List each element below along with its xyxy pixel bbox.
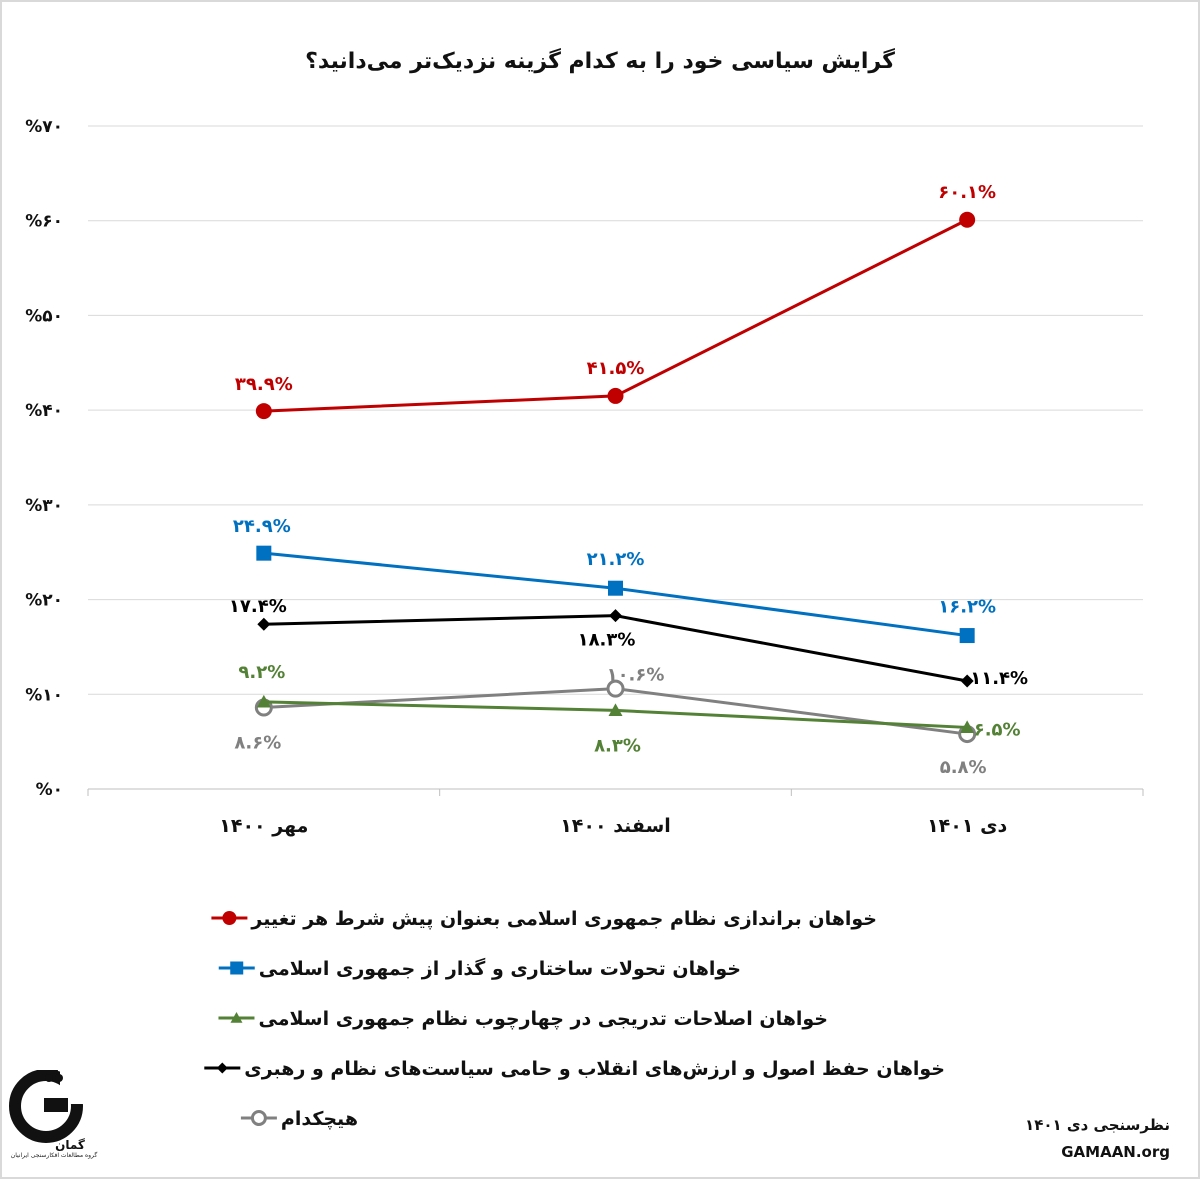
data-label: ۸.۳% (594, 735, 641, 756)
data-point (255, 403, 272, 420)
data-point (960, 674, 974, 688)
data-point (960, 720, 975, 734)
data-point (959, 628, 975, 644)
x-tick-label: مهر ۱۴۰۰ (219, 815, 308, 837)
data-point (257, 617, 271, 631)
series-2 (256, 694, 975, 734)
legend-item-2: خواهان اصلاحات تدریجی در چهارچوب نظام جم… (218, 1008, 828, 1030)
data-label: ۵.۸% (940, 757, 987, 778)
y-tick-label: %۶۰ (25, 212, 63, 232)
x-tick-label: دی ۱۴۰۱ (927, 815, 1007, 837)
gamaan-logo-icon (9, 1070, 98, 1143)
legend-item-1: خواهان تحولات ساختاری و گذار از جمهوری ا… (218, 957, 741, 980)
data-label: ۱۸.۳% (578, 630, 636, 651)
legend-item-3: خواهان حفظ اصول و ارزش‌های انقلاب و حامی… (204, 1058, 945, 1080)
website-link[interactable]: GAMAAN.org (1061, 1143, 1170, 1161)
data-point (609, 609, 622, 623)
y-tick-label: %۰ (36, 780, 63, 800)
legend-swatch-marker (250, 1110, 267, 1126)
legend-swatch-marker (222, 911, 237, 925)
data-point (608, 703, 623, 716)
data-point (606, 679, 625, 698)
legend-label: خواهان اصلاحات تدریجی در چهارچوب نظام جم… (258, 1008, 828, 1030)
source-footer: نظرسنجی دی ۱۴۰۱ GAMAAN.org (1025, 1112, 1170, 1166)
series-0 (255, 211, 976, 420)
logo-name: گمان (55, 1138, 85, 1152)
x-tick-label: اسفند ۱۴۰۰ (560, 815, 671, 837)
legend-item-0: خواهان براندازی نظام جمهوری اسلامی بعنوا… (211, 908, 877, 930)
data-label: ۱۰.۶% (607, 665, 665, 686)
y-tick-label: %۵۰ (25, 306, 63, 326)
data-point (256, 694, 271, 708)
data-label: ۱۶.۲% (938, 597, 996, 618)
data-label: ۱۱.۴% (970, 668, 1028, 689)
legend-label: خواهان حفظ اصول و ارزش‌های انقلاب و حامی… (244, 1058, 945, 1080)
y-tick-label: %۳۰ (25, 496, 63, 516)
data-point (256, 545, 272, 561)
legend-label: هیچکدام (281, 1108, 358, 1130)
legend-label: خواهان براندازی نظام جمهوری اسلامی بعنوا… (250, 908, 877, 930)
data-label: ۲۱.۲% (587, 549, 645, 570)
data-label: ۴۱.۵% (587, 358, 645, 379)
logo-subtitle: گروه مطالعات افکارسنجی ایرانیان (10, 1152, 98, 1159)
data-label: ۲۴.۹% (233, 516, 291, 537)
legend-swatch-marker (230, 961, 244, 975)
data-label: ۱۷.۴% (229, 596, 287, 617)
y-tick-label: %۱۰ (25, 685, 63, 705)
legend-label: خواهان تحولات ساختاری و گذار از جمهوری ا… (259, 957, 741, 980)
legend-swatch-marker (230, 1012, 243, 1023)
data-point (608, 580, 623, 596)
data-label: ۳۹.۹% (235, 374, 293, 395)
data-label: ۶.۵% (974, 719, 1021, 740)
data-label: ۹.۲% (238, 662, 285, 683)
data-label: ۶۰.۱% (938, 182, 996, 203)
legend-swatch-marker (216, 1062, 228, 1074)
survey-date: نظرسنجی دی ۱۴۰۱ (1025, 1116, 1170, 1134)
y-tick-label: %۷۰ (25, 117, 63, 137)
legend-item-4: هیچکدام (240, 1108, 358, 1130)
series-1 (256, 545, 975, 644)
y-tick-label: %۲۰ (25, 591, 63, 611)
data-point (607, 387, 624, 404)
chart-title: گرایش سیاسی خود را به کدام گزینه نزدیک‌ت… (305, 47, 895, 74)
data-label: ۸.۶% (234, 733, 281, 754)
y-tick-label: %۴۰ (25, 401, 63, 421)
data-point (959, 211, 976, 228)
series-3 (257, 609, 974, 688)
